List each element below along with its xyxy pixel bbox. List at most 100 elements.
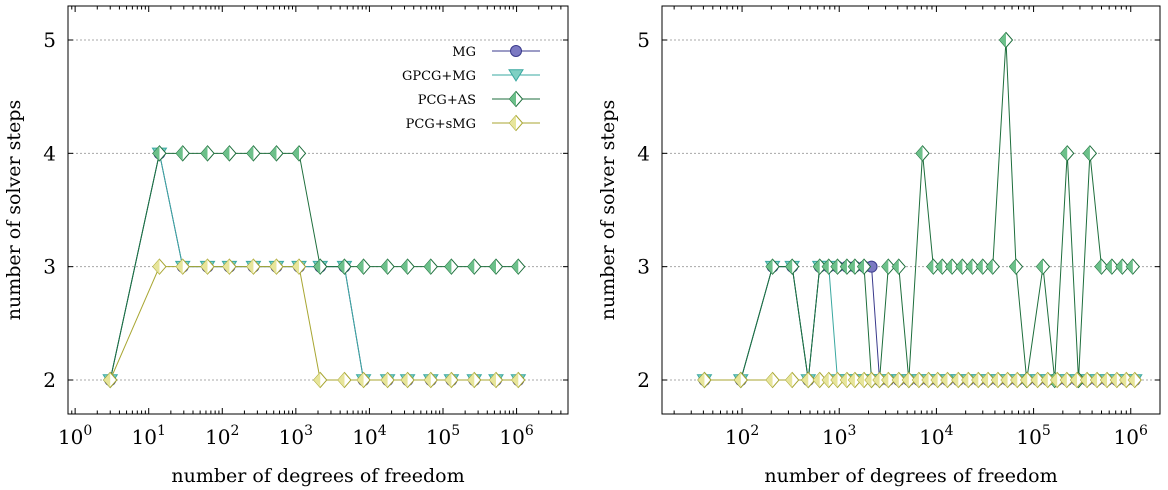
data-point-PCG+AS-half bbox=[357, 259, 364, 275]
data-point-PCG+sMG bbox=[881, 371, 896, 389]
data-point-PCG+sMG bbox=[380, 371, 395, 389]
x-tick-label-base: 10 bbox=[58, 425, 83, 449]
data-point-PCG+AS bbox=[467, 258, 482, 275]
data-point-PCG+sMG bbox=[821, 371, 836, 389]
data-point-PCG+sMG-half bbox=[1119, 372, 1127, 388]
data-point-PCG+AS bbox=[313, 258, 328, 275]
x-tick-label: 102 bbox=[725, 423, 759, 449]
data-point-PCG+sMG-half bbox=[489, 372, 497, 388]
data-point-PCG+sMG-half bbox=[152, 259, 160, 275]
data-point-PCG+AS bbox=[1035, 258, 1051, 275]
x-tick-label-exponent: 2 bbox=[231, 423, 240, 439]
data-point-PCG+sMG-half bbox=[922, 372, 929, 388]
legend-marker-PCG+AS-half bbox=[509, 91, 516, 107]
data-point-PCG+sMG bbox=[444, 371, 459, 389]
data-point-PCG+sMG-half bbox=[467, 372, 475, 388]
x-axis-label: number of degrees of freedom bbox=[764, 465, 1057, 487]
x-tick-label: 102 bbox=[205, 423, 239, 449]
data-point-PCG+sMG bbox=[930, 371, 945, 389]
data-point-PCG+sMG-half bbox=[951, 372, 959, 388]
data-point-PCG+sMG-half bbox=[444, 372, 452, 388]
data-point-PCG+sMG bbox=[1000, 371, 1015, 389]
series-PCG+AS bbox=[697, 31, 1140, 389]
data-point-PCG+AS bbox=[1060, 145, 1075, 162]
data-point-PCG+sMG-half bbox=[831, 372, 838, 388]
data-point-PCG+AS bbox=[356, 258, 371, 275]
data-point-PCG+AS-half bbox=[313, 259, 321, 275]
data-point-PCG+sMG bbox=[1099, 371, 1115, 389]
x-tick-label-exponent: 3 bbox=[847, 423, 856, 439]
data-point-PCG+sMG bbox=[356, 371, 371, 389]
x-tick-label-exponent: 1 bbox=[157, 423, 166, 439]
legend-marker-MG bbox=[510, 45, 522, 57]
data-point-PCG+sMG bbox=[488, 371, 504, 389]
data-point-PCG+sMG bbox=[812, 371, 827, 389]
data-point-PCG+sMG-half bbox=[269, 259, 277, 275]
data-point-PCG+sMG-half bbox=[1090, 372, 1098, 388]
data-point-PCG+AS-half bbox=[292, 145, 300, 161]
data-point-PCG+AS bbox=[839, 258, 855, 275]
y-tick-label-4: 4 bbox=[637, 141, 650, 165]
data-point-PCG+AS bbox=[380, 258, 395, 275]
data-point-PCG+AS-half bbox=[1126, 259, 1133, 275]
data-point-PCG+sMG bbox=[222, 258, 237, 275]
x-tick-label: 106 bbox=[1114, 423, 1148, 449]
data-point-PCG+sMG-half bbox=[881, 372, 889, 388]
data-point-PCG+sMG bbox=[467, 371, 482, 389]
data-point-PCG+AS bbox=[765, 258, 780, 275]
data-point-PCG+AS-half bbox=[337, 259, 345, 275]
data-point-PCG+sMG-half bbox=[848, 372, 855, 388]
y-tick-label-3: 3 bbox=[43, 255, 56, 279]
x-tick-label: 105 bbox=[1016, 423, 1050, 449]
legend-marker-PCG+sMG bbox=[508, 114, 524, 132]
data-point-PCG+sMG-half bbox=[424, 372, 431, 388]
y-tick-label-5: 5 bbox=[637, 28, 650, 52]
data-point-PCG+sMG bbox=[980, 371, 996, 389]
data-point-PCG+sMG-half bbox=[357, 372, 364, 388]
data-point-PCG+sMG-half bbox=[813, 372, 820, 388]
data-point-PCG+AS bbox=[891, 258, 906, 275]
data-point-PCG+AS bbox=[1008, 258, 1024, 275]
data-point-PCG+AS bbox=[785, 258, 800, 275]
series-line-MG bbox=[704, 266, 1135, 381]
x-tick-label: 101 bbox=[132, 423, 166, 449]
data-point-PCG+AS bbox=[511, 258, 526, 275]
x-tick-label: 103 bbox=[279, 423, 313, 449]
data-point-PCG+sMG-half bbox=[857, 372, 865, 388]
data-point-PCG+sMG-half bbox=[873, 372, 880, 388]
data-point-PCG+sMG bbox=[961, 371, 976, 389]
data-point-PCG+sMG-half bbox=[337, 372, 345, 388]
x-tick-label-exponent: 6 bbox=[525, 423, 534, 439]
y-tick-label-2: 2 bbox=[637, 368, 650, 392]
data-point-PCG+sMG-half bbox=[292, 259, 300, 275]
data-point-PCG+AS-half bbox=[916, 145, 923, 161]
legend-label-PCG+AS: PCG+AS bbox=[418, 93, 476, 108]
data-point-PCG+AS-half bbox=[813, 259, 820, 275]
data-point-PCG+AS bbox=[1125, 258, 1140, 275]
data-point-PCG+AS bbox=[955, 258, 970, 275]
data-point-PCG+sMG bbox=[423, 371, 438, 389]
series-PCG+sMG bbox=[103, 258, 526, 389]
x-tick-label-exponent: 0 bbox=[83, 423, 92, 439]
data-point-PCG+AS bbox=[488, 258, 504, 275]
data-point-PCG+AS-half bbox=[176, 145, 183, 161]
data-point-PCG+sMG bbox=[785, 371, 800, 389]
data-point-PCG+sMG-half bbox=[961, 372, 969, 388]
data-point-PCG+AS bbox=[998, 31, 1014, 49]
data-point-PCG+sMG bbox=[246, 258, 261, 275]
data-point-PCG+AS-half bbox=[1009, 259, 1017, 275]
data-point-PCG+AS-half bbox=[999, 32, 1006, 48]
data-point-PCG+sMG-half bbox=[766, 372, 773, 388]
data-point-PCG+sMG bbox=[1020, 371, 1035, 389]
data-point-PCG+sMG bbox=[864, 371, 879, 389]
data-point-PCG+AS bbox=[200, 145, 215, 162]
legend-label-MG: MG bbox=[452, 45, 476, 60]
data-point-PCG+sMG-half bbox=[1041, 372, 1048, 388]
legend: MG GPCG+MG PCG+AS PCG+sMG bbox=[402, 45, 540, 132]
data-point-PCG+AS-half bbox=[1115, 259, 1123, 275]
series-line-PCG+sMG bbox=[109, 266, 519, 381]
data-point-PCG+AS bbox=[856, 258, 872, 275]
data-point-PCG+AS bbox=[1082, 145, 1098, 162]
